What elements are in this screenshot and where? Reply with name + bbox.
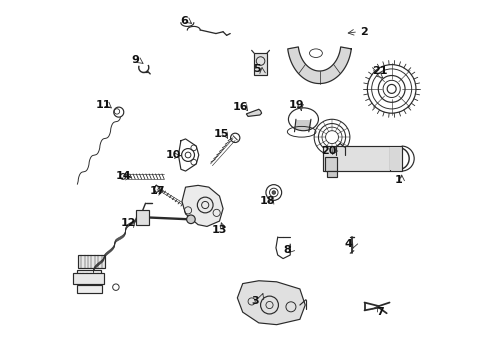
Text: 17: 17 bbox=[149, 186, 164, 196]
Bar bbox=[77, 285, 102, 293]
Text: 21: 21 bbox=[372, 66, 387, 76]
Text: 5: 5 bbox=[253, 64, 260, 74]
Bar bbox=[389, 148, 400, 170]
Bar bbox=[78, 255, 105, 267]
Text: 18: 18 bbox=[260, 197, 275, 206]
Text: 20: 20 bbox=[320, 147, 335, 157]
Text: 9: 9 bbox=[131, 55, 139, 65]
Text: 11: 11 bbox=[96, 100, 111, 110]
Polygon shape bbox=[287, 47, 350, 84]
Text: 1: 1 bbox=[393, 175, 401, 185]
Text: 15: 15 bbox=[213, 129, 228, 139]
Circle shape bbox=[186, 215, 195, 224]
Bar bbox=[136, 210, 149, 225]
Text: 14: 14 bbox=[115, 171, 131, 181]
Text: 2: 2 bbox=[360, 27, 367, 37]
Circle shape bbox=[271, 191, 275, 194]
Text: 8: 8 bbox=[283, 245, 291, 255]
Text: 16: 16 bbox=[233, 102, 248, 112]
Text: 12: 12 bbox=[121, 218, 136, 228]
Bar bbox=[254, 53, 266, 75]
Text: 19: 19 bbox=[288, 100, 304, 110]
Text: 3: 3 bbox=[251, 296, 259, 306]
Bar bbox=[77, 270, 101, 280]
Bar bbox=[73, 273, 104, 284]
Bar bbox=[326, 171, 336, 177]
Text: 13: 13 bbox=[211, 225, 227, 235]
Bar bbox=[324, 157, 337, 171]
Text: 7: 7 bbox=[376, 307, 384, 317]
Text: 10: 10 bbox=[165, 150, 181, 160]
Polygon shape bbox=[182, 185, 223, 226]
Bar bbox=[323, 146, 401, 171]
Text: 4: 4 bbox=[344, 239, 351, 249]
Polygon shape bbox=[246, 109, 261, 116]
Polygon shape bbox=[237, 281, 305, 325]
Text: 6: 6 bbox=[180, 16, 187, 26]
